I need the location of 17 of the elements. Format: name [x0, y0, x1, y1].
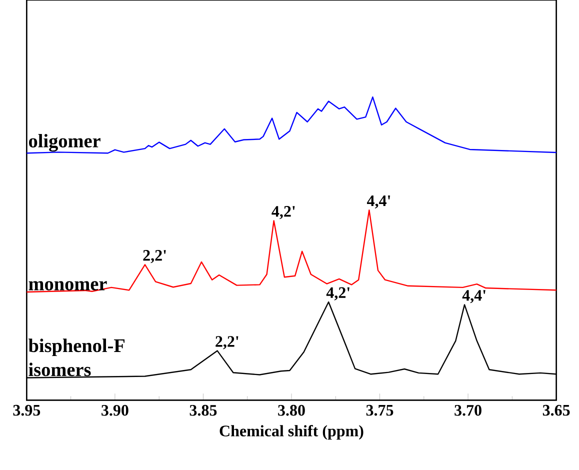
annotation: 4,2': [272, 206, 295, 220]
x-axis-title: Chemical shift (ppm): [220, 425, 364, 440]
x-tick-label: 3.75: [366, 405, 394, 416]
series-label: bisphenol-F isomers: [28, 338, 125, 376]
x-tick-label: 3.95: [13, 405, 40, 416]
x-tick-label: 3.80: [278, 405, 305, 416]
annotation: 4,4': [462, 290, 486, 304]
annotation: 4,4': [366, 196, 390, 209]
annotation: 2,2': [216, 336, 238, 350]
annotation: 4,2': [326, 288, 350, 301]
series-label: oligomer: [29, 134, 100, 152]
x-tick-label: 3.85: [190, 405, 217, 416]
annotation: 2,2': [143, 250, 166, 264]
x-tick-label: 3.90: [102, 405, 128, 416]
x-tick-label: 3.65: [542, 405, 570, 416]
x-tick-label: 3.70: [454, 405, 482, 416]
series-label: monomer: [28, 281, 107, 291]
